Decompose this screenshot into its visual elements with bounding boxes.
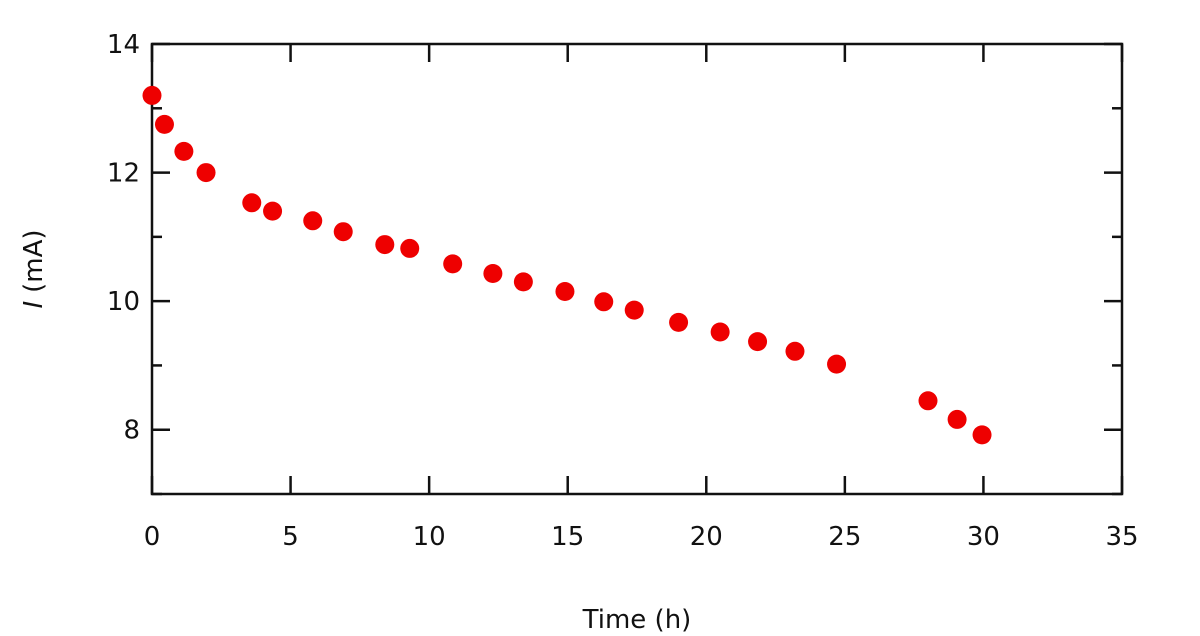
x-tick-label: 20 xyxy=(690,522,723,552)
data-point xyxy=(669,312,689,332)
data-point xyxy=(142,85,162,105)
data-point xyxy=(555,282,575,301)
data-point xyxy=(263,201,283,221)
x-tick-label: 5 xyxy=(282,522,299,552)
y-tick-label: 10 xyxy=(107,287,140,317)
x-tick-label: 35 xyxy=(1105,522,1138,552)
data-point xyxy=(333,222,353,242)
x-tick-label: 10 xyxy=(413,522,446,552)
data-point xyxy=(242,193,262,213)
y-tick-label: 14 xyxy=(107,30,140,60)
data-point xyxy=(947,409,967,429)
y-tick-label: 12 xyxy=(107,159,140,189)
data-point xyxy=(972,425,992,445)
data-point xyxy=(827,354,847,374)
y-tick-labels: 8 10 12 14 xyxy=(107,30,140,446)
data-point xyxy=(400,238,420,258)
data-point xyxy=(303,211,323,231)
data-point xyxy=(624,300,644,320)
x-tick-label: 0 xyxy=(144,522,161,552)
x-tick-labels: 0 5 10 15 20 25 30 35 xyxy=(144,522,1139,552)
y-axis-title: I (mA) xyxy=(19,229,49,308)
data-point xyxy=(375,235,395,255)
data-point xyxy=(594,292,614,312)
y-axis-symbol: I xyxy=(19,301,49,309)
data-point xyxy=(154,114,174,134)
data-point xyxy=(483,264,503,283)
x-tick-label: 25 xyxy=(828,522,861,552)
data-points xyxy=(142,85,992,445)
data-point xyxy=(748,332,768,352)
data-point xyxy=(785,341,805,361)
data-point xyxy=(443,254,463,274)
data-point xyxy=(513,272,533,292)
plot-frame xyxy=(150,42,1124,496)
axis-ticks xyxy=(150,42,1124,496)
x-tick-label: 15 xyxy=(551,522,584,552)
data-point xyxy=(174,141,194,161)
y-tick-label: 8 xyxy=(123,416,140,446)
y-axis-unit: (mA) xyxy=(19,229,49,292)
x-tick-label: 30 xyxy=(967,522,1000,552)
data-point xyxy=(196,163,216,183)
x-axis-title: Time (h) xyxy=(582,605,692,635)
data-point xyxy=(710,322,730,342)
data-point xyxy=(918,391,938,411)
